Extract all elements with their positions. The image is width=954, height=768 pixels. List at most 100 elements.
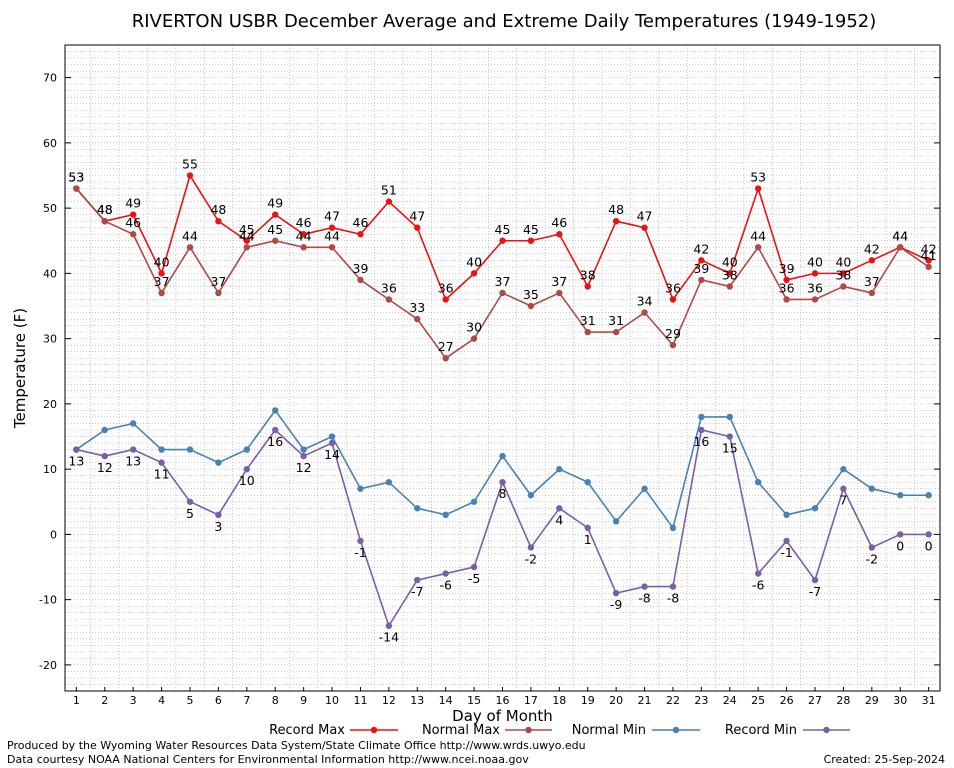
data-label: -6 (439, 578, 452, 593)
x-tick-label: 9 (300, 694, 307, 707)
data-point (272, 426, 279, 434)
data-label: 55 (182, 157, 198, 172)
data-point (840, 283, 847, 290)
x-tick-label: 20 (609, 694, 623, 707)
x-tick-label: 30 (893, 694, 907, 707)
data-point (243, 446, 251, 453)
footer-created-date: Created: 25-Sep-2024 (824, 753, 945, 766)
legend-marker (525, 726, 532, 734)
data-label: 12 (296, 460, 312, 475)
data-label: 48 (210, 202, 226, 217)
x-tick-label: 5 (187, 694, 194, 707)
data-point (470, 563, 478, 571)
data-point (811, 270, 819, 277)
data-point (385, 198, 393, 205)
data-label: -14 (379, 630, 399, 645)
x-tick-label: 1 (73, 694, 80, 707)
data-point (527, 492, 535, 499)
x-tick-label: 24 (723, 694, 737, 707)
data-label: 8 (499, 486, 507, 501)
y-tick-label: 60 (43, 137, 57, 150)
data-label: 40 (466, 254, 482, 269)
data-label: 4 (555, 512, 563, 527)
data-point (868, 485, 876, 492)
data-label: -5 (468, 571, 480, 586)
data-point (698, 276, 705, 284)
data-label: 38 (722, 267, 738, 282)
data-label: 12 (97, 460, 113, 475)
data-label: 40 (722, 254, 738, 269)
data-point (414, 315, 421, 323)
chart-title: RIVERTON USBR December Average and Extre… (132, 11, 877, 32)
data-label: 33 (409, 300, 425, 315)
data-label: 36 (381, 280, 397, 295)
data-label: 44 (239, 228, 255, 243)
footer-credit-line2: Data courtesy NOAA National Centers for … (7, 753, 529, 766)
data-point (272, 211, 279, 218)
x-tick-label: 23 (694, 694, 708, 707)
data-point (754, 185, 762, 192)
data-label: 40 (835, 254, 851, 269)
data-label: 45 (523, 222, 539, 237)
data-point (243, 465, 251, 473)
legend: Record Max Normal Max Normal Min Record Min (269, 723, 850, 738)
data-point (698, 426, 705, 434)
data-point (129, 446, 137, 453)
legend-label: Normal Min (572, 723, 646, 738)
data-label: 44 (296, 228, 312, 243)
data-label: 39 (779, 261, 795, 276)
data-point (612, 217, 620, 225)
data-point (272, 237, 279, 244)
data-label: 36 (438, 280, 454, 295)
x-tick-label: 21 (638, 694, 652, 707)
data-label: 38 (580, 267, 596, 282)
data-point (101, 217, 108, 225)
data-label: 7 (839, 493, 847, 508)
data-point (243, 244, 251, 251)
data-point (385, 478, 393, 486)
data-label: 44 (750, 228, 766, 243)
data-label: -9 (610, 597, 623, 612)
series-record-max: 53 48 49 40 55 48 45 49 46 47 46 51 47 36 40 45 45 46 38 48… (68, 157, 937, 303)
data-point (414, 505, 421, 512)
data-point (811, 576, 819, 584)
data-point (754, 478, 762, 486)
data-label: 29 (665, 326, 681, 341)
data-point (414, 224, 421, 231)
data-point (300, 244, 307, 251)
data-label: 48 (97, 202, 113, 217)
data-label: 44 (892, 228, 908, 243)
data-label: 0 (896, 538, 904, 553)
data-point (442, 570, 449, 577)
x-tick-label: 16 (496, 694, 510, 707)
y-tick-label: 70 (43, 72, 57, 85)
legend-label: Record Max (269, 723, 345, 738)
x-axis-label: Day of Month (452, 707, 553, 725)
data-point (783, 511, 790, 519)
data-point (470, 335, 478, 342)
data-label: 49 (125, 196, 141, 211)
data-point (385, 622, 393, 629)
data-label: 10 (239, 473, 255, 488)
x-tick-label: 14 (439, 694, 453, 707)
data-point (868, 289, 876, 297)
data-point (73, 185, 80, 192)
x-tick-label: 29 (865, 694, 879, 707)
data-label: -1 (354, 545, 366, 560)
data-point (840, 465, 847, 473)
x-tick-label: 12 (382, 694, 396, 707)
x-tick-label: 10 (325, 694, 339, 707)
data-point (754, 244, 762, 251)
data-label: 44 (182, 228, 198, 243)
data-point (129, 420, 137, 427)
data-point (328, 439, 336, 447)
data-point (442, 355, 449, 362)
data-point (215, 511, 222, 519)
y-tick-label: 30 (43, 333, 57, 346)
data-label: 42 (921, 241, 937, 256)
data-point (527, 302, 535, 310)
data-point (641, 309, 648, 316)
data-label: 5 (186, 506, 194, 521)
data-point (698, 413, 705, 421)
